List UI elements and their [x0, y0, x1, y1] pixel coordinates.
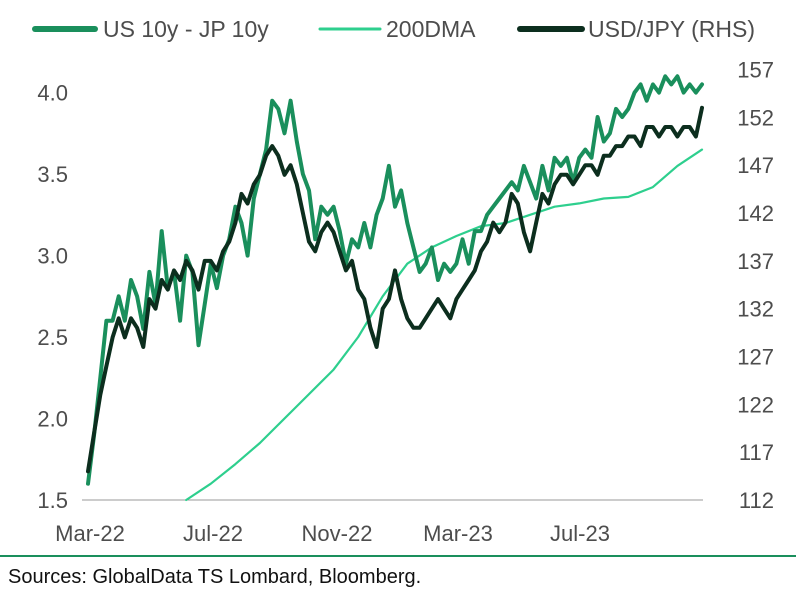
right-tick-label: 132 — [737, 297, 774, 322]
legend-label-usdjpy: USD/JPY (RHS) — [588, 16, 755, 42]
left-tick-label: 1.5 — [37, 488, 68, 513]
right-tick-label: 157 — [737, 58, 774, 83]
left-tick-label: 3.0 — [37, 244, 68, 269]
x-axis: Mar-22 Jul-22 Nov-22 Mar-23 Jul-23 — [55, 521, 610, 546]
left-axis: 1.5 2.0 2.5 3.0 3.5 4.0 — [37, 81, 68, 513]
right-tick-label: 117 — [739, 440, 774, 465]
series-group — [86, 74, 704, 502]
series-200dma — [185, 148, 704, 502]
left-tick-label: 2.0 — [37, 407, 68, 432]
left-tick-label: 2.5 — [37, 325, 68, 350]
right-tick-label: 152 — [737, 105, 774, 130]
legend-label-spread: US 10y - JP 10y — [103, 16, 269, 42]
right-axis: 112 117 122 127 132 137 142 147 152 157 — [737, 58, 774, 513]
x-tick-label: Nov-22 — [302, 521, 373, 546]
x-tick-label: Mar-23 — [423, 521, 493, 546]
left-tick-label: 4.0 — [37, 81, 68, 106]
right-tick-label: 122 — [737, 392, 774, 417]
right-tick-label: 127 — [737, 345, 774, 370]
x-tick-label: Jul-22 — [183, 521, 243, 546]
right-tick-label: 147 — [737, 153, 774, 178]
series-usdjpy — [86, 105, 704, 474]
x-tick-label: Jul-23 — [550, 521, 610, 546]
right-tick-label: 142 — [737, 201, 774, 226]
right-tick-label: 112 — [739, 488, 774, 513]
left-tick-label: 3.5 — [37, 162, 68, 187]
x-tick-label: Mar-22 — [55, 521, 125, 546]
source-note: Sources: GlobalData TS Lombard, Bloomber… — [8, 566, 422, 588]
legend-label-200dma: 200DMA — [386, 16, 476, 42]
legend: US 10y - JP 10y 200DMA USD/JPY (RHS) — [32, 16, 755, 42]
right-tick-label: 137 — [737, 249, 774, 274]
